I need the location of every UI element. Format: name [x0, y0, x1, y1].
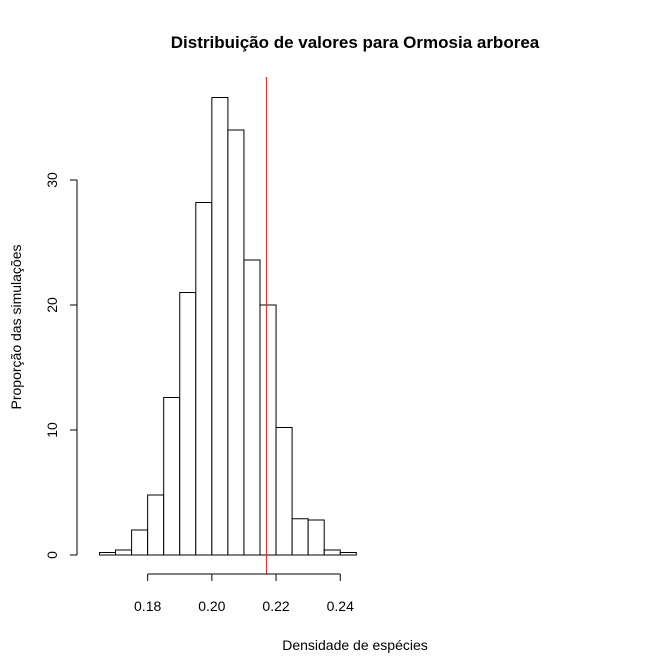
- histogram-bar: [323, 549, 341, 556]
- x-tick-label: 0.20: [198, 598, 225, 614]
- histogram-bar: [211, 97, 229, 556]
- chart-title: Distribuição de valores para Ormosia arb…: [171, 33, 540, 52]
- histogram-bar: [115, 549, 133, 556]
- x-tick-label: 0.22: [262, 598, 289, 614]
- histogram-bar: [275, 427, 293, 556]
- histogram-bar: [147, 494, 165, 556]
- x-tick-label: 0.18: [134, 598, 161, 614]
- histogram-bar: [307, 519, 325, 556]
- x-axis-label: Densidade de espécies: [282, 637, 428, 653]
- x-tick-label: 0.24: [327, 598, 354, 614]
- histogram-bar: [243, 259, 261, 556]
- histogram-bar: [131, 529, 149, 556]
- histogram-bar: [195, 202, 213, 556]
- histogram-bar: [99, 552, 117, 556]
- histogram-bar: [179, 292, 197, 556]
- y-tick-label: 0: [44, 551, 60, 559]
- bars-group: [99, 97, 357, 556]
- x-axis: 0.18 0.20 0.22 0.24: [134, 573, 354, 614]
- histogram-bar: [227, 129, 245, 556]
- histogram-bar: [339, 552, 357, 556]
- histogram-bar: [291, 518, 309, 556]
- y-tick-label: 30: [44, 172, 60, 188]
- histogram-bar: [259, 304, 277, 556]
- y-axis-label: Proporção das simulações: [8, 245, 24, 410]
- y-tick-label: 20: [44, 297, 60, 313]
- histogram-bar: [163, 397, 181, 556]
- y-tick-label: 10: [44, 422, 60, 438]
- y-axis: 0 10 20 30: [44, 172, 78, 559]
